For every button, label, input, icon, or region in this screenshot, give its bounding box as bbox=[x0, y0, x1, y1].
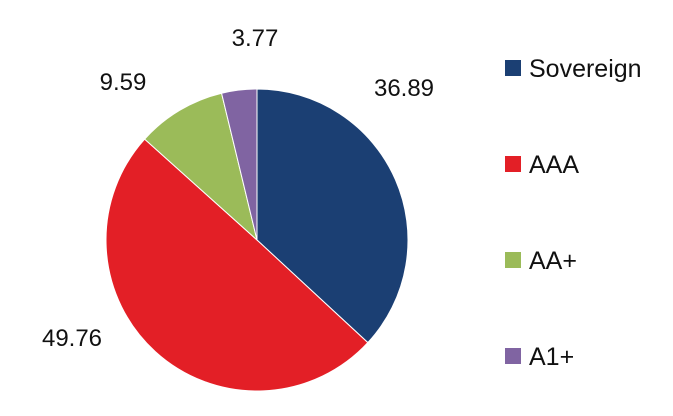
data-labels: 36.89 49.76 9.59 3.77 bbox=[42, 25, 434, 352]
legend-label: AAA bbox=[529, 151, 579, 179]
pie-slice-aaa bbox=[105, 138, 369, 392]
pie-slice-aa- bbox=[143, 92, 258, 242]
data-label: 9.59 bbox=[100, 69, 147, 96]
legend-label: A1+ bbox=[529, 343, 574, 371]
legend: Sovereign AAA AA+ A1+ bbox=[505, 55, 642, 371]
legend-swatch bbox=[505, 156, 521, 172]
legend-swatch bbox=[505, 60, 521, 76]
pie-slices bbox=[105, 88, 409, 392]
legend-swatch bbox=[505, 252, 521, 268]
legend-label: AA+ bbox=[529, 247, 577, 275]
data-label: 36.89 bbox=[374, 75, 434, 102]
legend-swatch bbox=[505, 348, 521, 364]
pie-slice-a1- bbox=[220, 88, 258, 241]
data-label: 49.76 bbox=[42, 325, 102, 352]
legend-label: Sovereign bbox=[529, 55, 642, 83]
pie-slice-sovereign bbox=[256, 88, 409, 344]
data-label: 3.77 bbox=[232, 25, 279, 52]
